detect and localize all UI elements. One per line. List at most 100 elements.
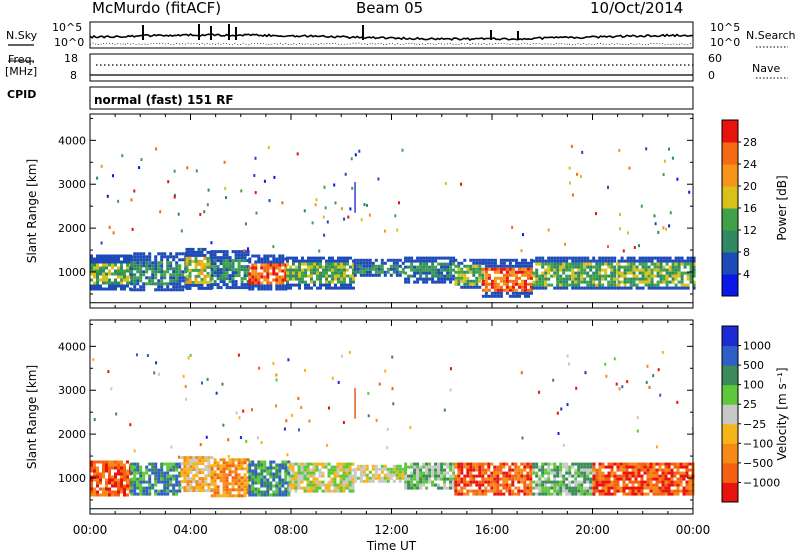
echo-cell	[607, 280, 611, 284]
echo-cell	[260, 272, 264, 276]
echo-cell	[502, 279, 506, 283]
echo-cell	[222, 280, 226, 284]
echo-speckle	[238, 416, 241, 420]
echo-cell	[671, 265, 675, 269]
echo-cell	[478, 483, 482, 487]
echo-cell	[213, 479, 217, 483]
echo-cell	[625, 474, 629, 478]
echo-cell	[434, 483, 438, 487]
echo-cell	[622, 492, 626, 496]
echo-cell	[228, 265, 232, 269]
echo-cell	[481, 480, 485, 484]
echo-cell	[677, 259, 681, 263]
echo-cell	[598, 271, 602, 275]
echo-cell	[692, 271, 696, 275]
echo-cell	[142, 273, 146, 277]
echo-cell	[139, 474, 143, 478]
echo-cell	[652, 474, 656, 478]
echo-cell	[301, 259, 304, 263]
echo-cell	[374, 267, 378, 271]
echo-cell	[475, 264, 479, 268]
echo-cell	[257, 281, 261, 285]
echo-cell	[404, 271, 408, 275]
echo-cell	[511, 258, 515, 262]
echo-cell	[511, 273, 515, 277]
echo-cell	[523, 462, 527, 466]
echo-cell	[246, 458, 250, 462]
echo-cell	[541, 468, 545, 472]
echo-cell	[334, 259, 337, 263]
echo-cell	[340, 286, 343, 290]
echo-cell	[517, 465, 521, 469]
echo-cell	[312, 486, 316, 490]
echo-cell	[469, 258, 473, 262]
echo-cell	[260, 260, 264, 264]
echo-cell	[646, 462, 650, 466]
echo-cell	[154, 270, 158, 274]
echo-cell	[577, 271, 581, 275]
echo-cell	[303, 474, 307, 478]
echo-cell	[160, 273, 164, 277]
echo-cell	[565, 286, 569, 290]
echo-cell	[374, 473, 378, 477]
echo-cell	[559, 480, 563, 484]
echo-cell	[632, 274, 636, 278]
echo-cell	[589, 483, 593, 487]
echo-cell	[257, 463, 261, 467]
echo-cell	[157, 270, 161, 274]
echo-cell	[457, 276, 461, 280]
echo-cell	[386, 470, 390, 474]
echo-cell	[392, 467, 396, 471]
echo-cell	[352, 277, 355, 281]
echo-cell	[671, 274, 675, 278]
echo-cell	[160, 267, 164, 271]
echo-speckle	[189, 353, 192, 357]
echo-cell	[222, 262, 226, 266]
echo-cell	[449, 483, 453, 487]
echo-cell	[692, 262, 696, 266]
echo-cell	[178, 465, 182, 469]
echo-cell	[200, 262, 204, 266]
echo-cell	[269, 284, 273, 288]
echo-cell	[685, 462, 689, 466]
echo-speckle	[326, 220, 329, 224]
echo-cell	[524, 288, 527, 292]
echo-cell	[395, 273, 399, 277]
echo-cell	[222, 488, 226, 492]
echo-cell	[130, 270, 134, 274]
echo-cell	[123, 472, 126, 476]
echo-cell	[352, 259, 355, 263]
echo-cell	[339, 483, 343, 487]
echo-cell	[260, 463, 264, 467]
echo-cell	[139, 267, 143, 271]
echo-cell	[526, 489, 530, 493]
echo-cell	[166, 462, 170, 466]
echo-cell	[342, 483, 346, 487]
echo-cell	[102, 487, 105, 491]
echo-cell	[617, 280, 621, 284]
echo-cell	[272, 257, 276, 261]
echo-cell	[422, 474, 426, 478]
echo-cell	[93, 472, 96, 476]
echo-cell	[346, 283, 349, 287]
echo-speckle	[607, 245, 609, 249]
echo-cell	[307, 262, 310, 266]
echo-cell	[553, 477, 557, 481]
echo-cell	[114, 260, 117, 264]
echo-cell	[340, 259, 343, 263]
echo-cell	[655, 480, 659, 484]
echo-cell	[604, 492, 608, 496]
echo-cell	[446, 262, 450, 266]
echo-cell	[231, 271, 235, 275]
echo-cell	[339, 468, 343, 472]
echo-speckle	[159, 210, 162, 214]
echo-cell	[90, 254, 93, 258]
echo-cell	[198, 480, 202, 484]
echo-speckle	[155, 147, 158, 151]
echo-cell	[222, 271, 226, 275]
echo-cell	[251, 287, 255, 291]
echo-cell	[374, 470, 378, 474]
echo-cell	[499, 483, 503, 487]
echo-cell	[352, 265, 355, 269]
echo-cell	[469, 471, 473, 475]
